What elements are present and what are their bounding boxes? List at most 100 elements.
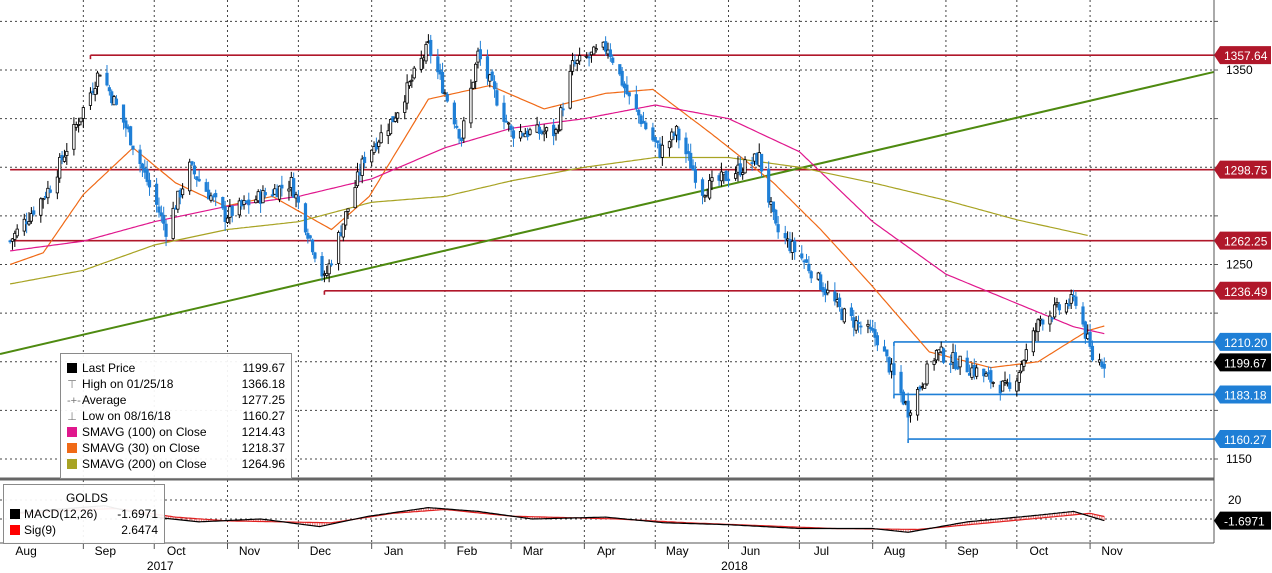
- price-label-bg: [1214, 430, 1271, 449]
- candle-body: [377, 141, 381, 147]
- candle-body: [1090, 345, 1095, 361]
- x-tick-label: Oct: [167, 544, 186, 558]
- macd-y-tick-label: 20: [1228, 493, 1242, 507]
- candle-body: [700, 179, 705, 196]
- candle-body: [225, 217, 230, 223]
- candle-body: [578, 55, 582, 62]
- legend-label: SMAVG (30) on Close: [82, 441, 200, 455]
- moving-average-lines: [9, 84, 1105, 369]
- candle-body: [660, 144, 664, 158]
- candle-body: [145, 169, 149, 182]
- candle-body: [856, 322, 861, 325]
- price-label-bg: [1214, 332, 1271, 351]
- candle-body: [58, 156, 62, 179]
- candle-body: [370, 149, 374, 163]
- candle-body: [204, 182, 208, 192]
- candle-body: [807, 263, 811, 272]
- candle-body: [892, 363, 896, 376]
- x-tick-label: Nov: [1101, 544, 1122, 558]
- candle-body: [800, 253, 804, 259]
- candle-body: [641, 120, 646, 124]
- candle-body: [686, 151, 690, 154]
- candle-body: [207, 189, 211, 200]
- smavg-100-line: [10, 104, 1105, 335]
- candle-body: [958, 355, 962, 368]
- candle-body: [155, 183, 159, 205]
- candle-body: [474, 63, 478, 82]
- candle-body: [975, 367, 979, 377]
- candle-body: [708, 180, 712, 199]
- macd-legend: GOLDS MACD(12,26) -1.6971 Sig(9) 2.6474: [3, 484, 165, 544]
- candle-body: [230, 205, 234, 216]
- candle-body: [405, 82, 409, 104]
- candle-body: [767, 168, 771, 203]
- candle-body: [627, 92, 631, 97]
- candle-body: [162, 214, 166, 224]
- candle-body: [738, 163, 742, 176]
- candle-body: [362, 156, 367, 164]
- candle-body: [618, 64, 622, 75]
- candle-body: [1069, 294, 1073, 304]
- legend-label: Last Price: [82, 361, 136, 375]
- candle-body: [899, 371, 903, 394]
- candle-body: [710, 177, 714, 182]
- candle-body: [443, 92, 447, 95]
- candle-body: [542, 131, 546, 135]
- price-label: 1236.49: [1214, 281, 1271, 300]
- candle-body: [991, 381, 995, 384]
- legend-value: 1199.67: [242, 361, 286, 375]
- candle-body: [410, 79, 414, 82]
- candle-body: [48, 189, 52, 193]
- candle-body: [544, 127, 549, 132]
- candle-body: [1022, 359, 1026, 367]
- candle-body: [355, 171, 360, 187]
- x-tick-label: Aug: [15, 544, 36, 558]
- legend-label: Average: [82, 393, 127, 407]
- candle-body: [341, 223, 345, 238]
- candle-body: [719, 171, 724, 182]
- candle-body: [866, 323, 870, 327]
- candle-body: [490, 71, 494, 81]
- candle-body: [27, 221, 31, 225]
- candle-body: [190, 161, 194, 165]
- candle-body: [1019, 364, 1024, 372]
- candle-body: [188, 161, 192, 192]
- macd-line: [10, 505, 1105, 533]
- candle-body: [868, 326, 872, 330]
- candle-body: [842, 308, 846, 323]
- candle-body: [759, 153, 764, 172]
- candle-body: [826, 289, 830, 294]
- x-year-label: 2017: [147, 559, 174, 573]
- x-tick-label: Oct: [1029, 544, 1048, 558]
- candle-body: [854, 320, 858, 331]
- candle-body: [29, 213, 33, 222]
- legend-swatch: [10, 525, 20, 535]
- candle-body: [10, 238, 15, 242]
- candle-body: [956, 366, 960, 370]
- candle-body: [192, 165, 197, 175]
- x-tick-label: May: [666, 544, 689, 558]
- candle-body: [684, 137, 688, 155]
- candle-body: [452, 102, 456, 125]
- candle-body: [1024, 349, 1028, 361]
- legend-value: 1366.18: [241, 377, 285, 391]
- candle-body: [131, 145, 135, 150]
- candle-body: [310, 239, 315, 253]
- candle-body: [129, 126, 133, 146]
- candle-body: [639, 115, 643, 125]
- x-tick-label: Dec: [310, 544, 331, 558]
- candle-body: [1102, 363, 1106, 369]
- legend-value: 1214.43: [241, 425, 285, 439]
- candle-body: [594, 48, 598, 51]
- legend-label: SMAVG (200) on Close: [82, 457, 207, 471]
- candle-body: [653, 136, 657, 142]
- candle-body: [325, 272, 329, 276]
- candle-body: [556, 129, 560, 132]
- candle-body: [568, 70, 572, 109]
- candle-body: [1083, 321, 1087, 339]
- candle-body: [1001, 380, 1005, 392]
- macd-label-bg: [1214, 511, 1271, 530]
- y-tick-label: 1250: [1226, 258, 1253, 272]
- candle-body: [121, 104, 126, 123]
- high-marker-icon: ⊤: [67, 379, 77, 391]
